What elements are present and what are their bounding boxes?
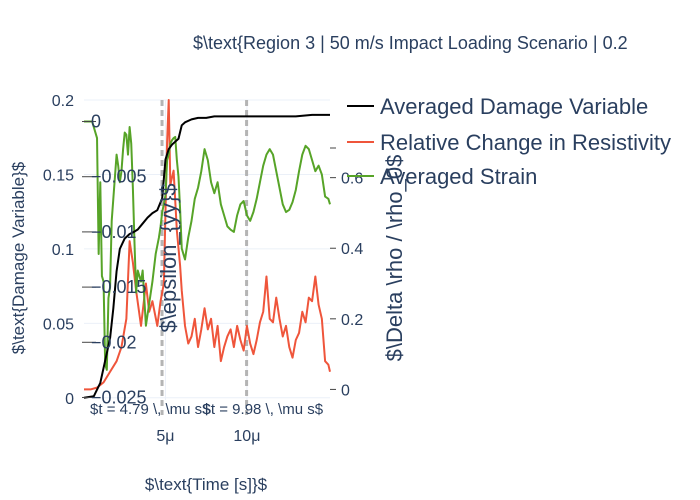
vline-layer <box>160 100 249 415</box>
y-right-tick-label: 0.6 <box>341 171 363 188</box>
y-left-tick-label: 0.2 <box>52 93 74 110</box>
y-strain-tick-label: 0 <box>91 112 101 132</box>
event-marker-label: $t = 9.98 \, \mu s$ <box>203 401 324 418</box>
legend-item-label: Relative Change in Resistivity <box>380 130 671 155</box>
y-strain-tick-label: −0.015 <box>91 277 147 297</box>
series-layer <box>83 99 331 399</box>
y-axis-title-strain: $\epsilon_{yy}$ <box>156 183 181 332</box>
y-strain-tick-label: −0.02 <box>91 332 137 352</box>
y-axis-title-right: $\Delta \rho / \rho_0$ <box>382 155 407 362</box>
y-left-tick-label: 0.15 <box>43 167 74 184</box>
y-right-tick-label: 0.2 <box>341 312 363 329</box>
legend-item-label: Averaged Damage Variable <box>380 94 648 119</box>
y-right-tick-label: 0.4 <box>341 241 363 258</box>
strain-series-line <box>84 120 331 371</box>
damage-series-line <box>83 113 330 399</box>
y-strain-tick-label: −0.025 <box>91 387 147 407</box>
legend-item-label: Averaged Strain <box>380 164 537 189</box>
x-axis-title: $\text{Time [s]}$ <box>145 475 268 494</box>
legend: Averaged Damage Variable Relative Change … <box>347 94 671 189</box>
y-axis-title-left: $\text{Damage Variable}$ <box>9 161 28 354</box>
y-left-tick-label: 0.05 <box>43 316 74 333</box>
chart-title: $\text{Region 3 | 50 m/s Impact Loading … <box>193 33 628 53</box>
y-left-tick-label: 0.1 <box>52 242 74 259</box>
resistivity-series-line <box>84 99 331 391</box>
annot-layer: $t = 4.79 \, \mu s$$t = 9.98 \, \mu s$ <box>90 401 324 418</box>
y-strain-tick-label: −0.01 <box>91 222 137 242</box>
y-left-tick-label: 0 <box>65 391 74 408</box>
x-tick-label: 10μ <box>233 428 260 445</box>
y-right-tick-label: 0 <box>341 382 350 399</box>
x-tick-label: 5μ <box>156 428 174 445</box>
tick-layer: 0 0.05 0.1 0.15 0.2 0 −0.005 −0.01 −0.015 −0.02 −0… <box>43 93 363 445</box>
event-marker-label: $t = 4.79 \, \mu s$ <box>90 401 211 418</box>
y-strain-tick-label: −0.005 <box>91 167 147 187</box>
